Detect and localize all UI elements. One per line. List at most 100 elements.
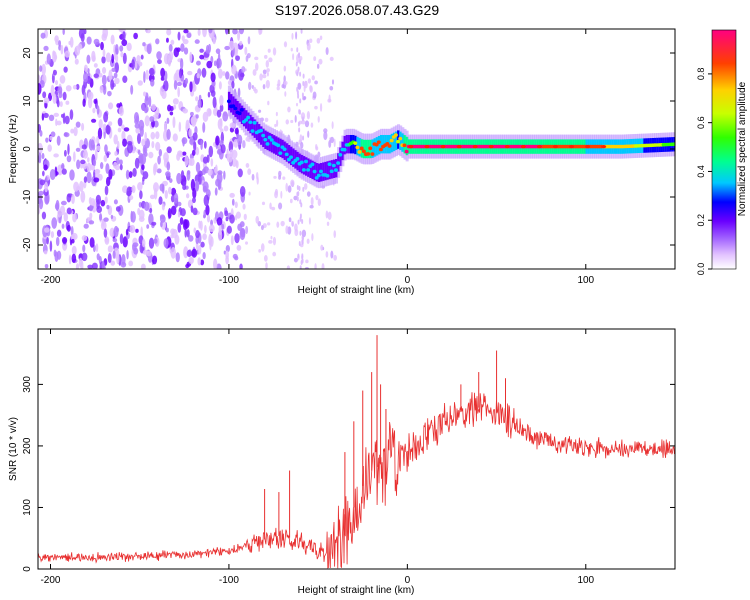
colorbar-tick-label: 0.4 [696, 165, 706, 178]
noise-blob [148, 151, 154, 159]
noise-blob [103, 154, 108, 162]
noise-blob [224, 29, 229, 35]
ridge-band [371, 139, 375, 158]
ridge-band [324, 161, 328, 181]
noise-blob [187, 70, 193, 76]
noise-blob [82, 244, 86, 253]
noise-blob [56, 135, 61, 146]
noise-blob [119, 45, 124, 52]
noise-blob [103, 111, 109, 123]
ridge-core [259, 128, 264, 133]
noise-blob [48, 114, 55, 122]
noise-blob [57, 86, 63, 94]
noise-blob [328, 139, 332, 148]
noise-blob [78, 257, 83, 268]
noise-blob [115, 227, 120, 233]
noise-blob [55, 118, 58, 127]
ridge-core [355, 145, 360, 150]
ridge-band [362, 139, 366, 159]
noise-blob [182, 151, 187, 156]
colorbar-gradient [712, 30, 736, 269]
noise-blob [104, 196, 108, 204]
noise-blob [299, 98, 302, 104]
colorbar-frame [711, 29, 737, 270]
noise-blob [60, 164, 65, 169]
noise-blob [285, 182, 289, 192]
ridge-core [366, 152, 371, 156]
ridge-core [231, 104, 236, 108]
noise-blob [116, 103, 121, 108]
noise-blob [114, 77, 120, 85]
noise-blob [195, 162, 201, 173]
noise-blob [148, 237, 155, 249]
noise-blob [283, 81, 288, 85]
noise-blob [100, 41, 104, 51]
noise-blob [109, 227, 115, 238]
noise-blob [71, 245, 77, 255]
noise-blob [278, 202, 283, 210]
noise-blob [54, 202, 60, 210]
noise-blob [258, 109, 262, 113]
noise-blob [72, 212, 77, 223]
ridge-core [252, 120, 257, 125]
noise-blob [192, 207, 198, 216]
ridge-band [296, 151, 300, 171]
noise-blob [145, 105, 149, 113]
snr-y-ticks: 0 100 200 300 [22, 376, 675, 572]
noise-blob [53, 112, 60, 117]
snr-x-axis-label: Height of straight line (km) [298, 585, 415, 596]
noise-blob [267, 48, 271, 53]
ridge-hotspot [408, 145, 414, 149]
ridge-band [292, 148, 296, 167]
noise-blob [144, 115, 150, 127]
noise-blob [247, 168, 252, 175]
noise-blob [69, 109, 74, 120]
noise-blob [178, 69, 183, 79]
noise-blob [295, 31, 298, 40]
noise-blob [135, 228, 139, 233]
noise-blob [80, 159, 86, 165]
ridge-core [286, 157, 291, 162]
noise-blob [111, 67, 116, 72]
noise-blob [91, 55, 96, 62]
ridge-core [282, 147, 287, 152]
noise-blob [83, 64, 88, 72]
noise-blob [177, 211, 181, 218]
noise-blob [99, 85, 104, 94]
noise-blob [321, 263, 325, 269]
noise-blob [98, 72, 103, 78]
noise-blob [58, 40, 62, 47]
noise-blob [71, 238, 75, 244]
noise-blob [235, 160, 239, 169]
snr-y-tick-label: 300 [22, 376, 33, 393]
noise-blob [301, 116, 304, 122]
noise-blob [89, 198, 96, 206]
noise-blob [298, 127, 301, 133]
ridge-core [374, 142, 379, 147]
noise-blob [81, 122, 85, 131]
ridge-core [368, 146, 373, 151]
noise-blob [219, 139, 224, 146]
noise-blob [62, 29, 65, 36]
noise-blob [156, 168, 162, 174]
noise-blob [194, 174, 200, 183]
noise-blob [318, 58, 323, 65]
noise-blob [191, 149, 196, 156]
ridge-core [398, 136, 403, 141]
noise-blob [314, 80, 318, 85]
noise-blob [328, 94, 331, 103]
ridge-core [278, 151, 283, 155]
ridge-band [399, 131, 403, 151]
ridge-band [334, 158, 338, 178]
noise-blob [220, 223, 225, 230]
noise-blob [189, 138, 195, 145]
noise-blob [217, 68, 223, 79]
noise-blob [69, 36, 74, 48]
ridge-core [267, 135, 272, 140]
noise-blob [122, 138, 128, 147]
noise-blob [213, 258, 218, 269]
noise-blob [231, 80, 235, 89]
noise-blob [185, 263, 190, 269]
noise-blob [206, 154, 210, 163]
